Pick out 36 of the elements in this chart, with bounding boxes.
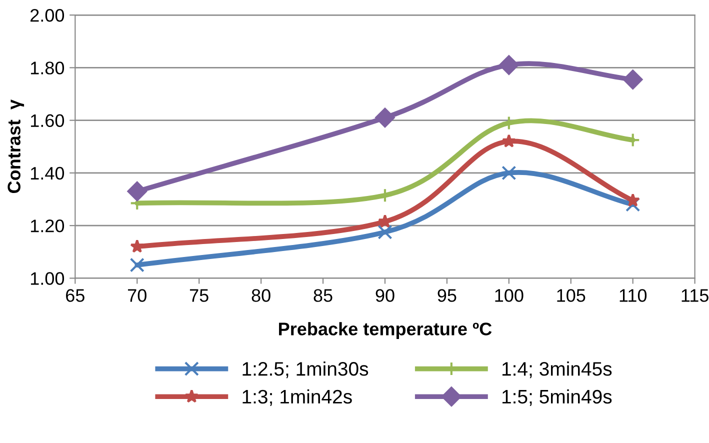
point — [626, 197, 640, 212]
point — [130, 239, 144, 253]
x-tick-label: 90 — [376, 289, 394, 302]
x-tick-label: 65 — [66, 289, 84, 302]
point — [626, 193, 640, 207]
point — [499, 55, 519, 75]
x-tick-label: 70 — [128, 289, 146, 302]
x-tick-label: 80 — [252, 289, 270, 302]
y-tick-label: 1.20 — [30, 220, 64, 232]
point — [502, 166, 516, 180]
legend-label: 1:5; 5min49s — [502, 389, 612, 406]
point — [130, 258, 144, 272]
x-tick-label: 85 — [314, 289, 332, 302]
legend-label: 1:4; 3min45s — [502, 361, 612, 378]
y-tick-label: 1.60 — [30, 114, 64, 128]
x-tick-label: 95 — [438, 289, 456, 302]
point — [127, 181, 148, 202]
x-axis-title: Prebacke temperature ºC — [279, 322, 492, 339]
x-tick-label: 105 — [557, 289, 586, 302]
legend-label: 1:2.5; 1min30s — [242, 361, 368, 378]
point — [378, 224, 392, 240]
y-tick-label: 1.00 — [30, 272, 64, 285]
x-tick-label: 75 — [190, 289, 208, 302]
y-tick-label: 1.40 — [30, 166, 64, 180]
y-tick-label: 2.00 — [30, 8, 64, 22]
point — [622, 70, 643, 90]
point — [502, 134, 516, 148]
point — [375, 108, 395, 128]
x-tick-label: 110 — [620, 289, 647, 302]
point — [378, 188, 392, 203]
y-tick-label: 1.80 — [30, 62, 64, 74]
y-axis-title: Contrast γ — [8, 100, 24, 194]
point — [378, 214, 392, 228]
legend-label: 1:3; 1min42s — [242, 389, 352, 406]
x-tick-label: 100 — [495, 289, 524, 302]
x-tick-label: 115 — [682, 289, 708, 302]
